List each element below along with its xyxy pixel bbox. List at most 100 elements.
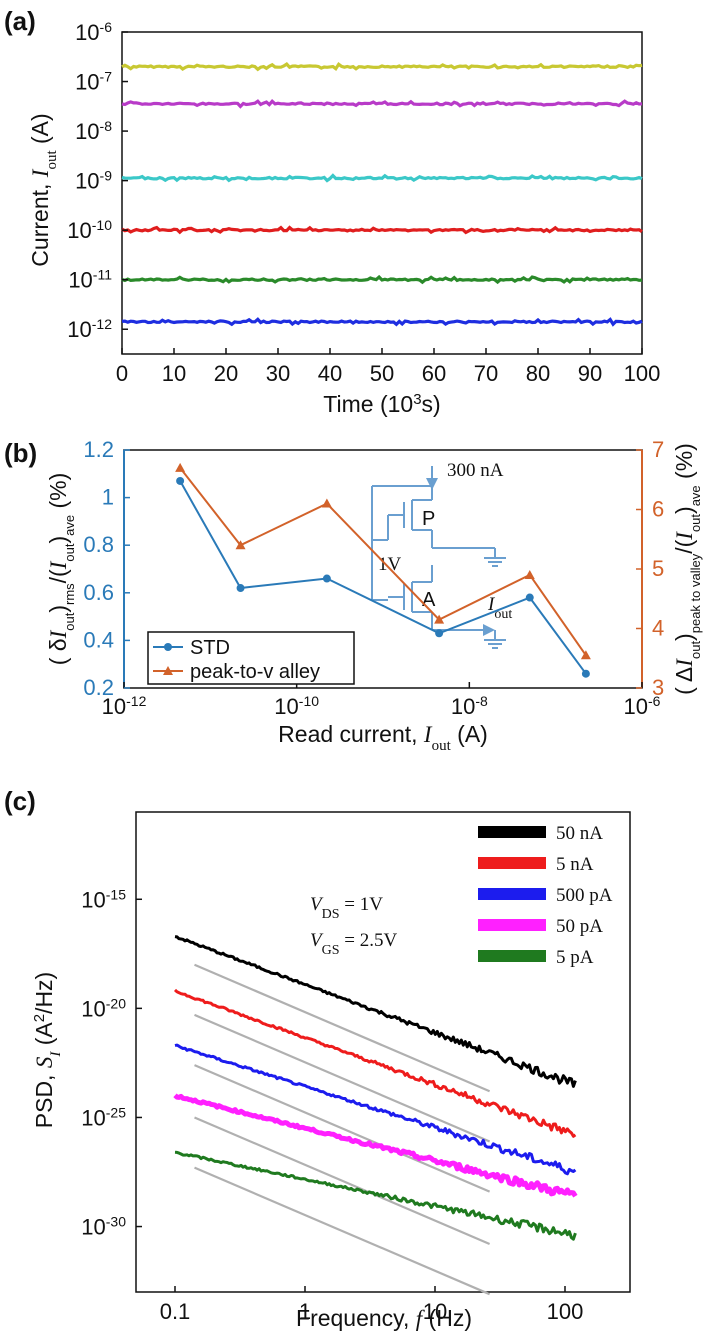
a-y-tick-label: 10-11: [68, 267, 112, 293]
b-left-tick-label: 0.6: [83, 580, 114, 605]
b-left-tick-label: 0.8: [83, 532, 114, 557]
b-right-tick-label: 3: [652, 675, 664, 700]
panel-a-y-label: Current, Iout (A): [27, 113, 60, 266]
legend-label-500-pA: 500 pA: [556, 885, 613, 906]
a-x-tick-label: 20: [214, 361, 238, 386]
panel-a-label: (a): [4, 6, 36, 36]
current-trace-1: [121, 62, 643, 72]
b-x-tick-label: 10-10: [274, 693, 319, 719]
psd-trace-50-pA: [173, 1093, 578, 1198]
panel-a-x-label: Time (103s): [323, 391, 440, 418]
panel-b-legend: STD peak-to-v alley: [147, 631, 355, 685]
panel-b-x-label: Read current, Iout (A): [278, 721, 488, 754]
panel-a-series: [121, 62, 643, 327]
inset-p-label: P: [422, 508, 435, 530]
series-line-std: [179, 480, 587, 675]
psd-trace-5-pA: [174, 1150, 577, 1241]
panel-b-left-ticks: 0.2 0.4 0.6 0.8 1 1.2: [83, 437, 130, 700]
panel-c-frame: [135, 811, 631, 1293]
panel-b-right-ticks: 3 4 5 6 7: [636, 437, 664, 700]
reference-slope-line: [194, 1064, 491, 1193]
c-y-tick-label: 10-20: [81, 995, 126, 1021]
a-x-tick-label: 0: [116, 361, 128, 386]
a-y-tick-label: 10-7: [75, 69, 112, 95]
b-x-tick-label: 10-6: [624, 693, 661, 719]
psd-trace-50-nA: [174, 935, 577, 1088]
b-right-tick-label: 5: [652, 556, 664, 581]
panel-c-legend: 50 nA 5 nA 500 pA 50 pA 5 pA: [478, 823, 613, 968]
b-left-tick-label: 0.4: [83, 627, 114, 652]
peak-to-valley-point: [524, 569, 535, 579]
current-trace-3: [121, 173, 643, 183]
std-point: [525, 593, 534, 602]
c-x-tick-label: 100: [547, 1299, 584, 1324]
panel-b-right-y-label: ( ΔIout)peak to valley/(Iout)ave (%): [671, 443, 703, 695]
panel-a: (a) 0 10 20 30 40 50 60 70 80 90 100 10-610-710-81…: [4, 6, 660, 417]
annotation-vgs: VGS = 2.5V: [310, 930, 397, 958]
reference-slope-line: [194, 1013, 491, 1143]
peak-to-valley-point: [175, 462, 186, 472]
legend-ptv-label: peak-to-v alley: [190, 661, 320, 683]
c-x-tick-label: 1: [299, 1299, 311, 1324]
psd-trace-500-pA: [174, 1043, 577, 1176]
std-point: [322, 574, 331, 583]
std-point: [176, 476, 185, 485]
c-y-tick-label: 10-30: [81, 1214, 126, 1240]
annotation-vds: VDS = 1V: [310, 894, 383, 922]
current-trace-2: [121, 99, 643, 109]
inset-voltage-label: 1V: [378, 554, 402, 575]
legend-label-50-nA: 50 nA: [556, 823, 603, 844]
panel-a-x-ticks: 0 10 20 30 40 50 60 70 80 90 100: [116, 348, 660, 386]
panel-c-y-label: PSD, SI (A2/Hz): [31, 972, 65, 1128]
panel-b-series: [175, 462, 591, 678]
peak-to-valley-point: [580, 650, 591, 660]
b-right-tick-label: 7: [652, 437, 664, 462]
std-point: [435, 629, 444, 638]
panel-a-frame: [121, 31, 643, 355]
panel-c-series: [173, 935, 578, 1241]
current-trace-4: [121, 225, 643, 235]
a-y-tick-label: 10-8: [75, 118, 112, 144]
panel-b-x-ticks: 10-12 10-10 10-8 10-6: [102, 682, 661, 719]
panel-b-label: (b): [4, 438, 37, 468]
b-right-tick-label: 6: [652, 497, 664, 522]
a-x-tick-label: 10: [162, 361, 186, 386]
reference-slope-line: [194, 1166, 491, 1296]
panel-b-left-y-label: ( δIout)rms/(Iout)ave (%): [45, 473, 77, 666]
inset-current-arrow-head: [426, 478, 438, 490]
circuit-inset: [371, 466, 506, 649]
inset-out-arrow-head: [483, 624, 495, 636]
psd-trace-5-nA: [173, 988, 577, 1138]
peak-to-valley-point: [321, 498, 332, 508]
panel-c-label: (c): [4, 786, 36, 816]
current-trace-6: [121, 317, 643, 327]
peak-to-valley-point: [434, 614, 445, 624]
legend-ptv-marker: [163, 666, 173, 675]
a-x-tick-label: 40: [318, 361, 342, 386]
legend-std-label: STD: [190, 637, 230, 659]
panel-c-reference-lines: [194, 963, 491, 1296]
a-y-tick-label: 10-10: [67, 217, 112, 243]
a-y-tick-label: 10-12: [67, 316, 112, 342]
reference-slope-line: [194, 1116, 491, 1246]
reference-slope-line: [194, 963, 491, 1093]
panel-a-y-ticks: 10-6 10-7 10-8 10-9 10-10 10-11 10-12: [67, 19, 128, 342]
b-left-tick-label: 1: [102, 485, 114, 510]
a-y-tick-label: 10-9: [75, 168, 112, 194]
a-x-tick-label: 100: [624, 361, 661, 386]
a-x-tick-label: 90: [578, 361, 602, 386]
c-x-tick-label: 0.1: [160, 1299, 191, 1324]
panel-c-x-ticks: 0.1 1 10 100: [160, 1286, 584, 1324]
inset-out-label: Iout: [487, 594, 512, 622]
legend-std-marker: [164, 643, 172, 651]
inset-a-label: A: [422, 589, 436, 611]
b-left-tick-label: 1.2: [83, 437, 114, 462]
std-point: [236, 584, 245, 593]
a-x-tick-label: 30: [266, 361, 290, 386]
a-y-tick-label: 10-6: [75, 19, 112, 45]
current-trace-5: [121, 274, 643, 285]
peak-to-valley-point: [235, 540, 246, 550]
c-x-tick-label: 10: [423, 1299, 447, 1324]
series-line-peak-to-valley: [179, 467, 587, 656]
a-x-tick-label: 50: [370, 361, 394, 386]
